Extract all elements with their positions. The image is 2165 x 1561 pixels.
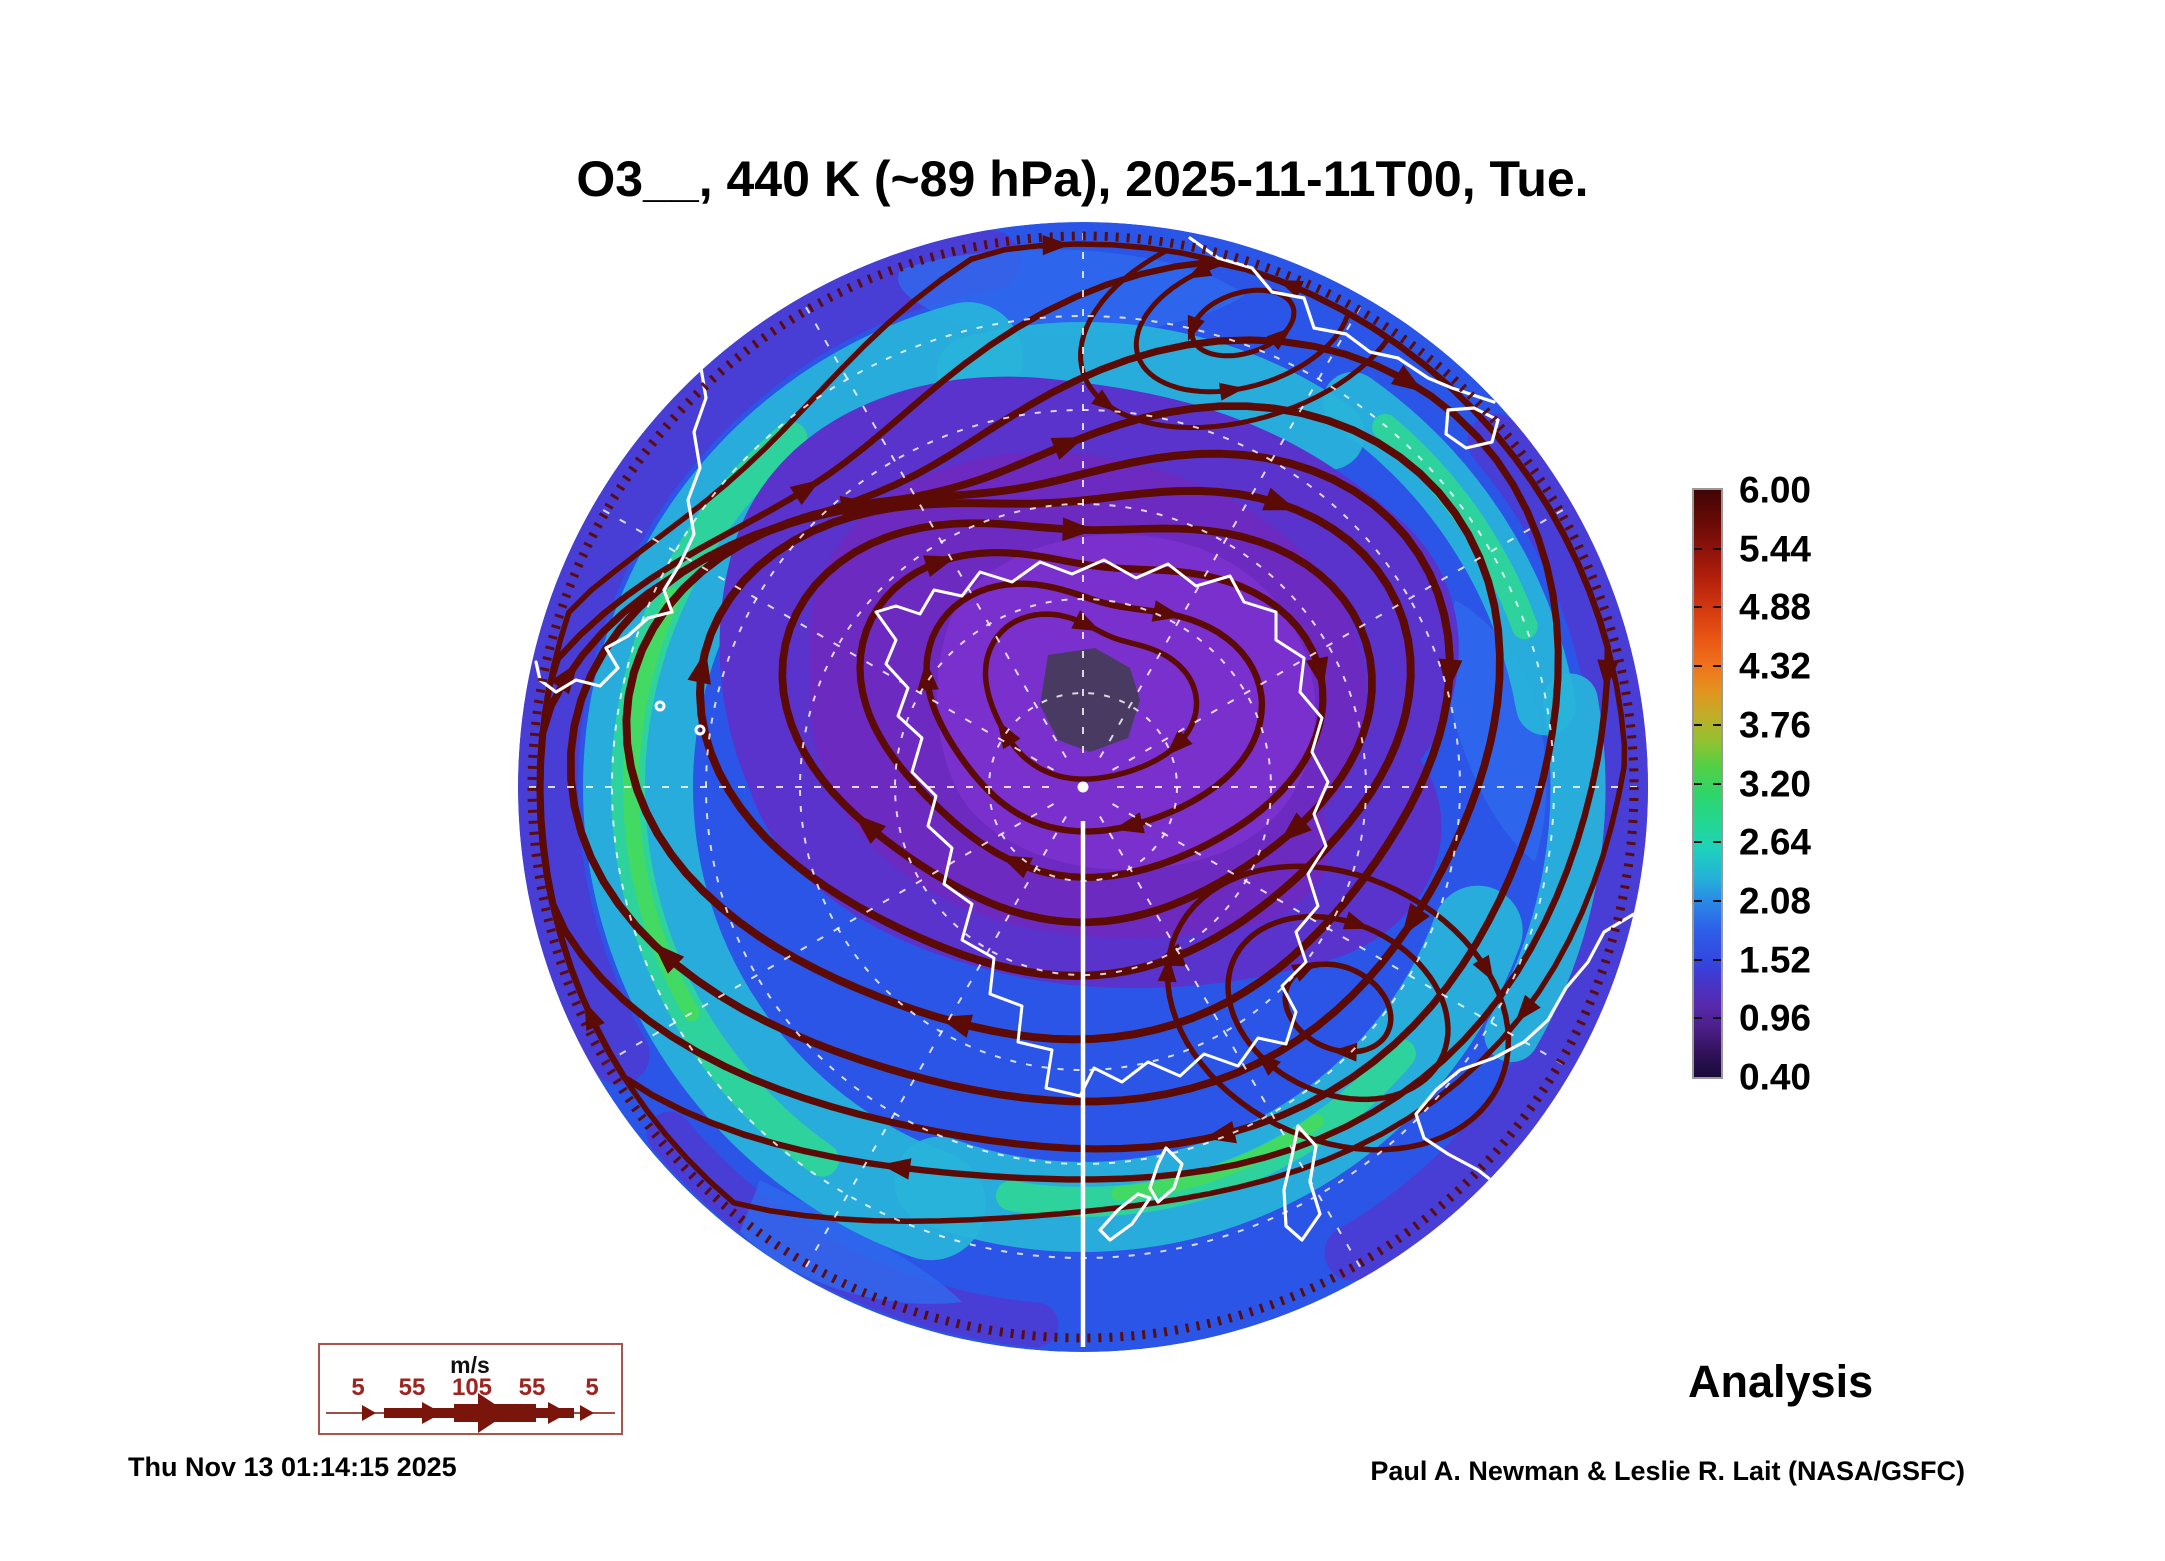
colorbar-tick-label: 4.32 <box>1739 645 1812 687</box>
legend-value: 105 <box>452 1374 492 1401</box>
colorbar-tick-label: 5.44 <box>1739 528 1812 570</box>
colorbar-tick-mark <box>1694 723 1702 726</box>
wind-arrow-scale-icon <box>326 1393 615 1433</box>
vortex-core-minimum <box>1040 648 1140 752</box>
australia-coastline <box>1188 236 1496 404</box>
plot-title: O3__, 440 K (~89 hPa), 2025-11-11T00, Tu… <box>576 151 1589 207</box>
legend-value: 55 <box>399 1374 426 1401</box>
wind-speed-legend: m/s 5 55 105 55 5 <box>318 1343 623 1435</box>
legend-value: 55 <box>519 1374 546 1401</box>
wind-streamlines <box>536 235 1628 1224</box>
colorbar-tick-mark <box>1713 899 1721 902</box>
status-label: Analysis <box>1688 1356 1874 1407</box>
island-icon <box>654 700 666 712</box>
colorbar-tick-mark <box>1713 958 1721 961</box>
legend-border <box>318 1343 623 1435</box>
colorbar-tick-mark <box>1694 841 1702 844</box>
tasmania-coastline <box>1444 406 1500 450</box>
legend-value: 5 <box>351 1374 364 1401</box>
colorbar-tick-label: 3.76 <box>1739 704 1812 746</box>
credit-line: Paul A. Newman & Leslie R. Lait (NASA/GS… <box>1370 1456 1965 1486</box>
colorbar-tick-mark <box>1713 841 1721 844</box>
colorbar-tick-label: 3.20 <box>1739 763 1812 805</box>
colorbar-tick-label: 0.96 <box>1739 997 1812 1039</box>
colorbar: 6.00 5.44 4.88 4.32 3.76 3.20 2.64 2.08 … <box>1692 472 1811 1096</box>
colorbar-tick-mark <box>1694 606 1702 609</box>
coastlines <box>534 236 1636 1242</box>
colorbar-tick-label: 6.00 <box>1739 469 1812 511</box>
new-zealand-north-island <box>1148 1146 1184 1204</box>
colorbar-tick-mark <box>1713 665 1721 668</box>
colorbar-tick-label: 2.64 <box>1739 821 1812 863</box>
colorbar-tick-mark <box>1694 665 1702 668</box>
colorbar-tick-mark <box>1694 782 1702 785</box>
madagascar-coastline <box>1282 1124 1322 1242</box>
colorbar-tick-mark <box>1713 1017 1721 1020</box>
new-zealand-south-island <box>1098 1192 1152 1242</box>
colorbar-tick-label: 4.88 <box>1739 586 1812 628</box>
graticule <box>523 227 1643 1347</box>
colorbar-tick-label: 1.52 <box>1739 939 1812 981</box>
colorbar-tick-mark <box>1694 1017 1702 1020</box>
colorbar-tick-mark <box>1694 958 1702 961</box>
colorbar-tick-label: 0.40 <box>1739 1056 1812 1098</box>
colorbar-tick-mark <box>1713 782 1721 785</box>
island-icon <box>694 724 706 736</box>
colorbar-tick-mark <box>1713 547 1721 550</box>
globe <box>518 222 1648 1352</box>
colorbar-tick-label: 2.08 <box>1739 880 1812 922</box>
colorbar-tick-mark <box>1713 606 1721 609</box>
antarctica-coastline <box>874 558 1330 1098</box>
rim-streamline-hatching <box>527 231 1639 1343</box>
africa-coastline <box>1414 912 1636 1186</box>
south-america-coastline <box>534 256 714 694</box>
colorbar-tick-mark <box>1694 899 1702 902</box>
legend-units-label: m/s <box>450 1352 490 1378</box>
legend-value: 5 <box>585 1374 598 1401</box>
colorbar-tick-mark <box>1713 723 1721 726</box>
colorbar-tick-mark <box>1694 547 1702 550</box>
generated-timestamp: Thu Nov 13 01:14:15 2025 <box>128 1452 457 1482</box>
